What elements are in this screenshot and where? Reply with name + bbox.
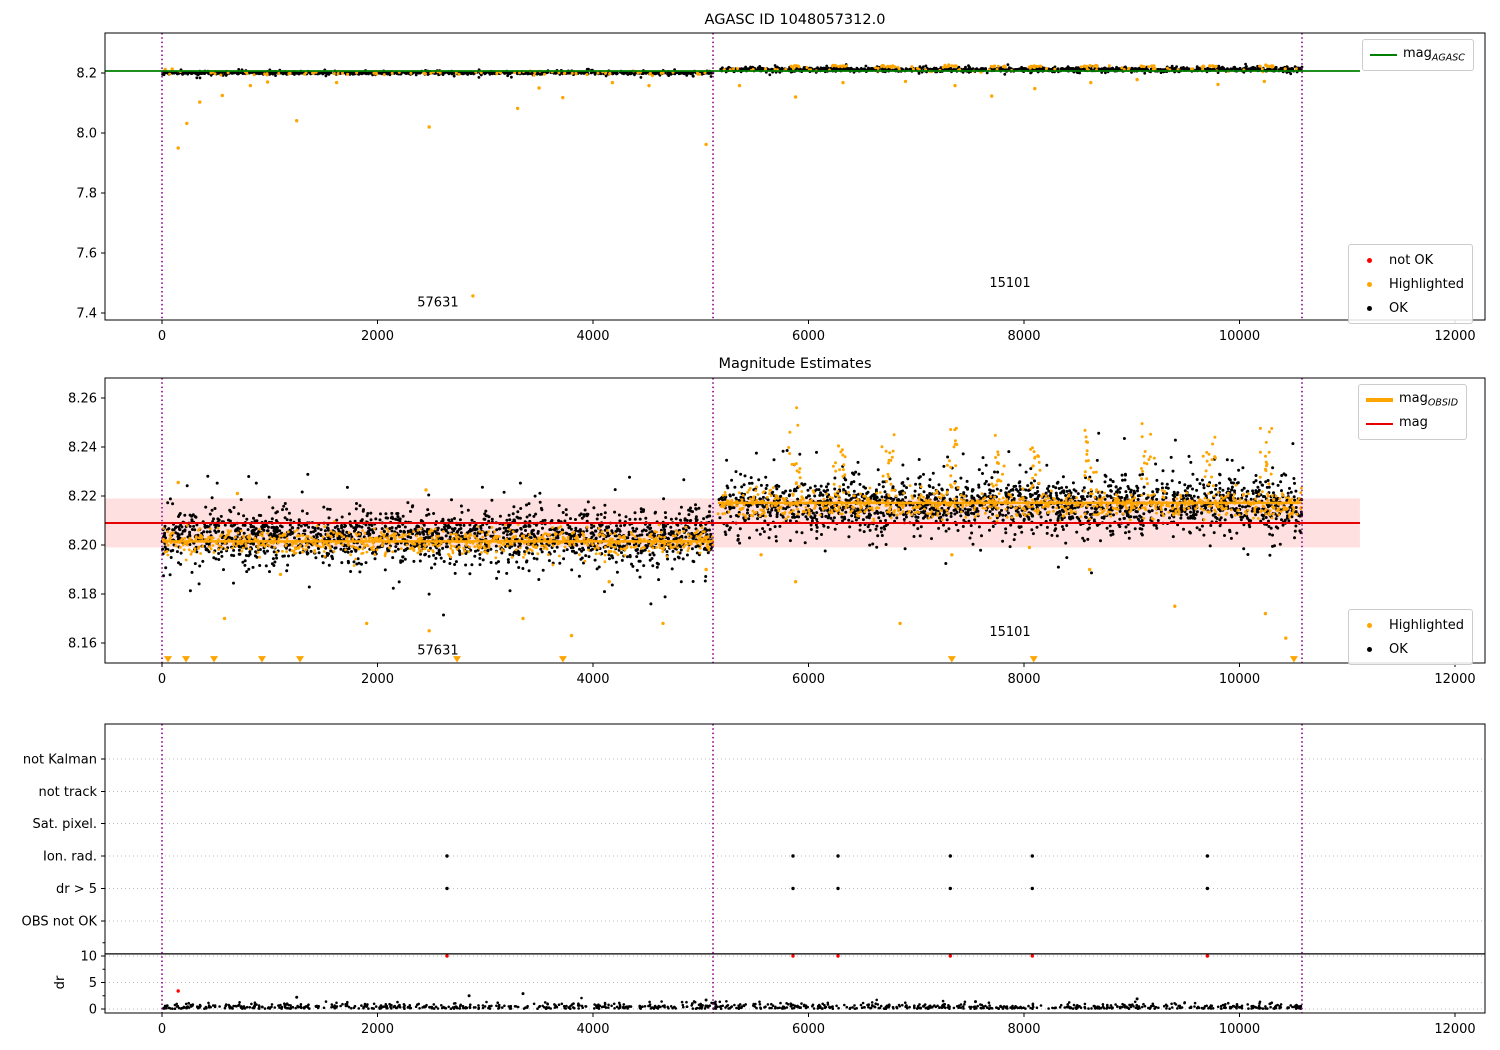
svg-text:12000: 12000 <box>1434 329 1475 344</box>
not-ok-dot-icon <box>1353 257 1385 263</box>
plot-middle-title: Magnitude Estimates <box>718 356 872 372</box>
legend-row: magOBSID <box>1363 388 1458 412</box>
ok-dot-icon <box>1353 646 1385 652</box>
svg-text:8.0: 8.0 <box>76 127 97 142</box>
middle-plot-area: 57631 15101 <box>105 378 1360 663</box>
legend-row: OK <box>1353 296 1464 320</box>
legend-label: magOBSID <box>1399 391 1459 409</box>
svg-text:7.8: 7.8 <box>76 187 97 202</box>
mag-line-swatch <box>1363 423 1395 425</box>
bottom-axes-frame <box>104 723 1486 1014</box>
legend-label: magAGASC <box>1403 46 1465 64</box>
legend-row: mag <box>1363 412 1458 436</box>
svg-text:10000: 10000 <box>1219 329 1260 344</box>
svg-text:2000: 2000 <box>361 329 394 344</box>
svg-text:4000: 4000 <box>576 329 609 344</box>
legend-row: not OK <box>1353 248 1464 272</box>
ok-dot-icon <box>1353 305 1385 311</box>
clip-marker-triangle-icon <box>164 656 173 663</box>
clip-marker-triangle-icon <box>257 656 266 663</box>
legend-mag-lines: magOBSID mag <box>1358 384 1468 440</box>
middle-axes-frame <box>104 377 1486 664</box>
legend-row: Highlighted <box>1353 272 1464 296</box>
svg-text:8000: 8000 <box>1007 329 1040 344</box>
plot-top-title: AGASC ID 1048057312.0 <box>704 12 886 28</box>
middle-ticks: 0 2000 4000 6000 8000 10000 120008.268.248.228… <box>68 392 1476 688</box>
legend-top-flags: not OK Highlighted OK <box>1348 244 1473 324</box>
highlighted-dot-icon <box>1353 281 1385 287</box>
clip-marker-triangle-icon <box>182 656 191 663</box>
bottom-gridlines <box>105 758 1485 1010</box>
clip-marker-triangle-icon <box>558 656 567 663</box>
top-scatter-points <box>161 62 1304 298</box>
obsid-annotation: 15101 <box>989 625 1030 640</box>
svg-text:7.6: 7.6 <box>76 247 97 262</box>
dr-axis-label: dr <box>53 975 68 989</box>
legend-label: OK <box>1389 300 1408 316</box>
legend-middle-flags: Highlighted OK <box>1348 609 1473 665</box>
top-axes-frame <box>104 32 1486 321</box>
obsid-line-swatch <box>1363 398 1395 402</box>
clip-marker-triangle-icon <box>947 656 956 663</box>
clip-marker-triangle-icon <box>1289 656 1298 663</box>
legend-label: OK <box>1389 641 1408 657</box>
clip-marker-triangle-icon <box>453 656 462 663</box>
legend-row: Highlighted <box>1353 613 1464 637</box>
legend-row: magAGASC <box>1367 43 1465 67</box>
agasc-line-swatch <box>1367 54 1399 56</box>
obsid-annotation: 15101 <box>989 276 1030 291</box>
middle-scatter-points <box>160 406 1304 640</box>
legend-label: not OK <box>1389 252 1434 268</box>
legend-label: mag <box>1399 415 1428 431</box>
legend-mag-agasc: magAGASC <box>1362 39 1474 71</box>
svg-text:8.2: 8.2 <box>76 67 97 82</box>
obsid-annotation: 57631 <box>417 296 458 311</box>
obsid-annotation: 57631 <box>417 643 458 658</box>
clip-marker-triangle-icon <box>210 656 219 663</box>
clip-marker-triangle-icon <box>296 656 305 663</box>
clip-marker-triangle-icon <box>1029 656 1038 663</box>
top-ticks: 0 2000 4000 6000 8000 10000 12000 8.2 8.0 7.8 7.6 7… <box>76 67 1475 345</box>
legend-label: Highlighted <box>1389 276 1464 292</box>
svg-text:6000: 6000 <box>792 329 825 344</box>
bottom-scatter-points <box>161 854 1303 1010</box>
bottom-plot-area <box>105 724 1485 1013</box>
legend-label: Highlighted <box>1389 617 1464 633</box>
highlighted-dot-icon <box>1353 622 1385 628</box>
top-plot-area: 57631 15101 <box>105 33 1360 320</box>
svg-text:0: 0 <box>158 329 166 344</box>
legend-row: OK <box>1353 637 1464 661</box>
svg-text:7.4: 7.4 <box>76 307 97 322</box>
